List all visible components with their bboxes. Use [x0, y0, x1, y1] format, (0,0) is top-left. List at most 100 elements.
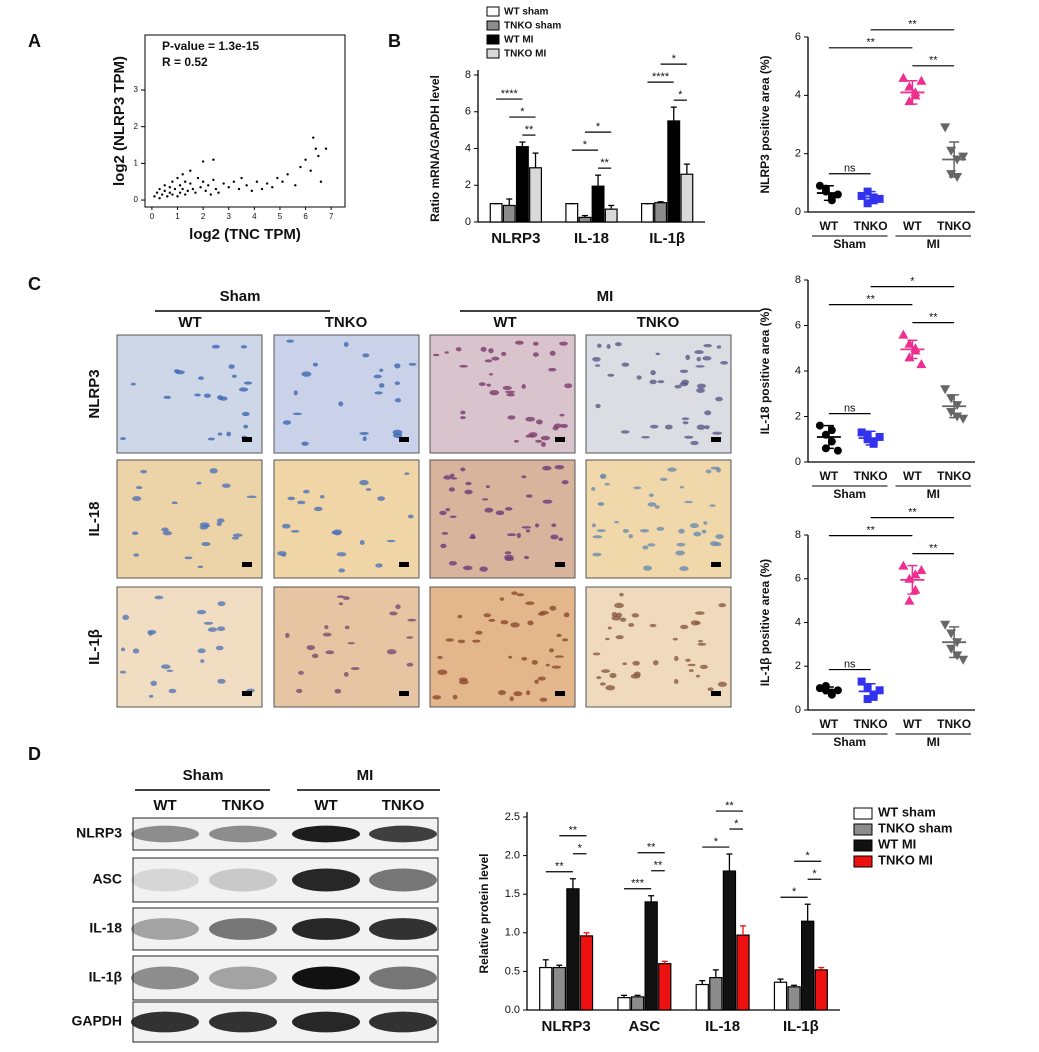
nucleus — [650, 424, 659, 429]
nucleus — [606, 344, 611, 349]
point — [265, 182, 269, 185]
point — [916, 359, 927, 369]
nucleus — [551, 523, 557, 528]
nucleus — [559, 413, 565, 417]
point — [189, 182, 192, 185]
nucleus — [148, 694, 154, 698]
group-label: Sham — [833, 487, 866, 501]
nucleus — [392, 429, 403, 435]
significance-label: ns — [844, 403, 856, 415]
blot-band — [209, 825, 277, 843]
x-tick-label: NLRP3 — [491, 230, 540, 247]
y-tick-label: 8 — [465, 69, 471, 81]
scale-bar — [711, 562, 721, 567]
plot-frame — [144, 34, 346, 208]
nucleus — [161, 527, 169, 532]
point — [833, 190, 842, 199]
nucleus — [502, 385, 512, 391]
nucleus — [605, 637, 610, 641]
point — [171, 180, 174, 183]
nucleus — [561, 638, 569, 642]
nucleus — [217, 626, 226, 632]
y-axis-label: Relative protein level — [477, 853, 491, 973]
blot-band — [131, 868, 199, 892]
nucleus — [716, 467, 721, 473]
y-tick-label: 2 — [795, 660, 801, 672]
nucleus — [532, 341, 539, 346]
nucleus — [459, 364, 468, 368]
point — [827, 437, 836, 446]
point — [898, 560, 909, 570]
point — [857, 677, 866, 686]
nucleus — [231, 536, 240, 540]
point — [173, 187, 177, 191]
row-label: GAPDH — [71, 1013, 122, 1029]
scale-bar — [242, 437, 252, 442]
histology-image — [429, 586, 576, 708]
point — [186, 189, 189, 193]
row-label: IL-18 — [86, 501, 103, 536]
x-tick-label: 4 — [252, 212, 257, 221]
nucleus — [319, 494, 325, 499]
nucleus — [504, 507, 513, 511]
x-tick-label: 3 — [227, 212, 232, 221]
significance-label: * — [578, 843, 583, 855]
nucleus — [488, 618, 496, 622]
row-label: IL-1β — [86, 629, 103, 665]
blot-band — [209, 868, 277, 892]
nucleus — [695, 365, 705, 368]
nucleus — [633, 486, 642, 490]
legend-label: WT MI — [504, 35, 534, 46]
nucleus — [338, 568, 346, 573]
nucleus — [241, 411, 250, 417]
nucleus — [373, 374, 382, 379]
significance-label: * — [596, 121, 601, 133]
nucleus — [673, 678, 679, 685]
panel-label: A — [28, 31, 41, 51]
significance-label: ns — [844, 163, 856, 175]
point — [299, 165, 302, 169]
point — [191, 187, 195, 191]
column-label: WT — [314, 797, 337, 814]
nucleus — [672, 637, 678, 641]
nucleus — [504, 551, 512, 555]
histology-image — [116, 586, 263, 708]
y-tick-label: 4 — [795, 616, 801, 628]
nucleus — [344, 625, 350, 630]
nucleus — [552, 425, 559, 431]
point — [153, 195, 156, 198]
nucleus — [501, 351, 507, 357]
nucleus — [238, 387, 249, 392]
nucleus — [221, 483, 231, 488]
nucleus — [649, 623, 657, 628]
nucleus — [540, 441, 546, 447]
nucleus — [297, 500, 306, 505]
nucleus — [298, 670, 304, 675]
nucleus — [560, 423, 568, 428]
bar — [658, 963, 672, 1011]
blot-band — [369, 966, 437, 990]
bar — [489, 203, 503, 223]
nucleus — [549, 605, 557, 611]
point — [281, 180, 284, 183]
nucleus — [359, 539, 365, 546]
nucleus — [122, 614, 130, 621]
nucleus — [619, 592, 624, 597]
column-label: WT — [153, 797, 176, 814]
nucleus — [639, 529, 650, 533]
point — [317, 154, 320, 158]
nucleus — [460, 410, 466, 415]
significance-label: ** — [866, 525, 875, 537]
blot-band — [292, 1011, 360, 1033]
blot-band — [292, 868, 360, 892]
nucleus — [166, 669, 174, 673]
nucleus — [334, 688, 342, 694]
nucleus — [196, 609, 207, 615]
significance-label: * — [910, 276, 915, 288]
significance-label: ** — [929, 543, 938, 555]
point — [319, 180, 323, 183]
nucleus — [537, 676, 546, 681]
nucleus — [173, 369, 181, 373]
nucleus — [217, 432, 223, 436]
nucleus — [486, 383, 491, 387]
